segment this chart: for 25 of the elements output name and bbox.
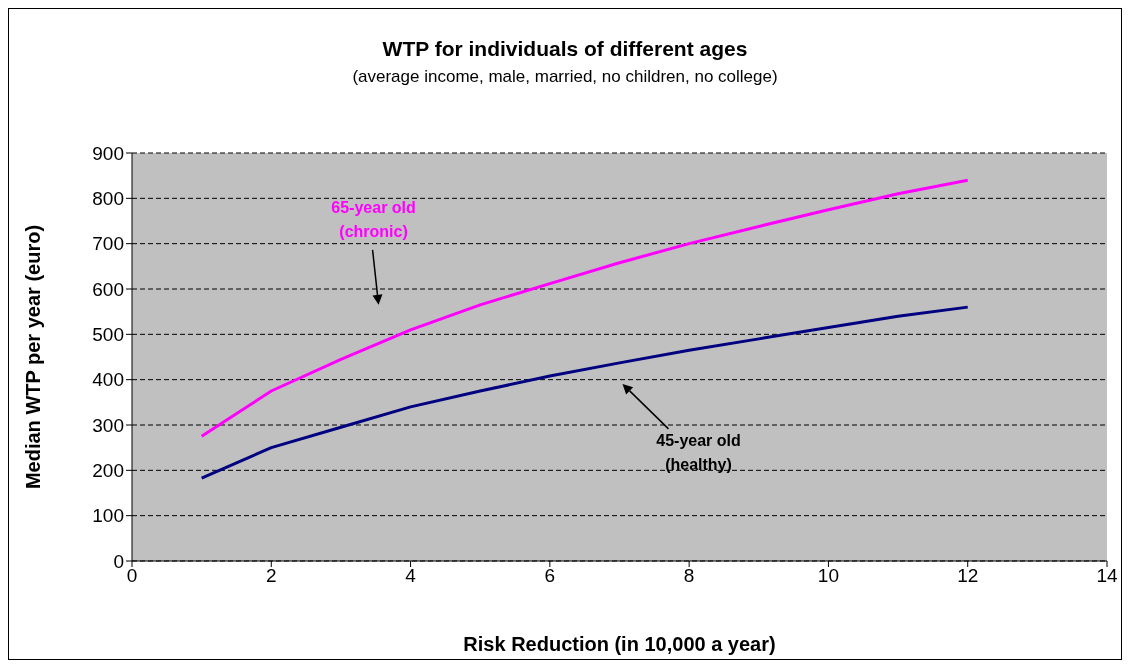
chart-title: WTP for individuals of different ages: [381, 37, 749, 61]
x-tick-label: 0: [126, 565, 138, 587]
y-tick-label: 500: [92, 324, 124, 346]
annotation: 45-year old (healthy): [656, 431, 741, 473]
chart-subtitle: (average income, male, married, no children, no college): [351, 67, 779, 87]
x-tick-label: 14: [1096, 565, 1118, 587]
x-tick-label: 2: [266, 565, 277, 587]
x-tick-label: 4: [405, 565, 417, 587]
annotation: 65-year old (chronic): [331, 198, 416, 240]
x-tick-label: 10: [817, 565, 839, 587]
y-tick-label: 400: [92, 369, 124, 391]
x-axis-title: Risk Reduction (in 10,000 a year): [463, 633, 776, 655]
x-tick-label: 6: [544, 565, 556, 587]
y-tick-label: 800: [92, 188, 124, 210]
y-tick-label: 300: [92, 414, 124, 436]
y-tick-label: 200: [92, 460, 124, 482]
line-series: [200, 305, 970, 480]
y-tick-label: 700: [92, 233, 124, 255]
y-tick-label: 100: [92, 505, 124, 527]
y-tick-label: 0: [113, 550, 124, 572]
y-tick-label: 600: [92, 278, 124, 300]
y-axis-title: Median WTP per year (euro): [22, 224, 45, 490]
x-tick-label: 12: [957, 565, 979, 587]
y-tick-label: 900: [92, 142, 124, 164]
x-tick-label: 8: [683, 565, 695, 587]
